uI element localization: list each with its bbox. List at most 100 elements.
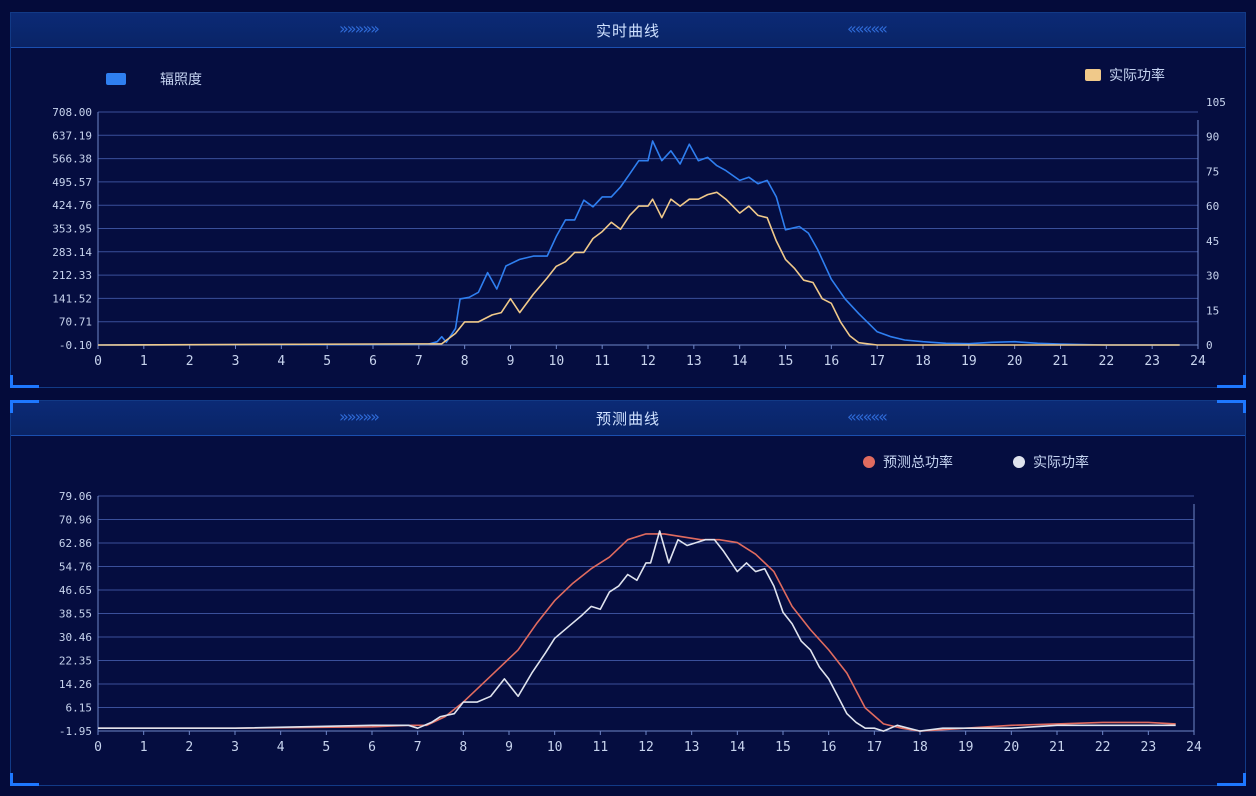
x-tick-label: 1: [140, 740, 148, 755]
corner-decoration: [10, 773, 39, 786]
x-tick-label: 7: [415, 354, 423, 369]
y-tick-label: 6.15: [66, 702, 93, 715]
x-tick-label: 22: [1095, 740, 1111, 755]
y-right-tick-label: 90: [1206, 131, 1219, 144]
series-line-2: [98, 530, 1176, 732]
x-tick-label: 23: [1144, 354, 1160, 369]
x-tick-label: 22: [1099, 354, 1115, 369]
x-tick-label: 12: [638, 740, 654, 755]
y-tick-label: 79.06: [59, 490, 92, 503]
x-tick-label: 9: [507, 354, 515, 369]
y-tick-label: -1.95: [59, 725, 92, 738]
x-tick-label: 4: [277, 740, 285, 755]
chevrons-left-icon: «««««: [847, 19, 888, 38]
x-tick-label: 21: [1049, 740, 1065, 755]
y-tick-label: 46.65: [59, 584, 92, 597]
x-tick-label: 15: [778, 354, 794, 369]
legend-item-irradiance[interactable]: 辐照度: [106, 69, 202, 89]
corner-decoration: [1217, 773, 1246, 786]
chevrons-right-icon: »»»»»: [339, 407, 380, 426]
x-tick-label: 7: [414, 740, 422, 755]
forecast-curve-panel: »»»»» 预测曲线 ««««« 预测总功率 实际功率: [10, 400, 1246, 786]
x-tick-label: 21: [1053, 354, 1069, 369]
legend-item-actual-power[interactable]: 实际功率: [1085, 65, 1165, 85]
corner-decoration: [10, 375, 39, 388]
y-right-tick-label: 30: [1206, 270, 1219, 283]
legend-item-predicted-power[interactable]: 预测总功率: [863, 452, 953, 472]
x-tick-label: 19: [961, 354, 977, 369]
x-tick-label: 12: [640, 354, 656, 369]
y-right-tick-label: 60: [1206, 200, 1219, 213]
x-tick-label: 20: [1004, 740, 1020, 755]
y-tick-label: 38.55: [59, 608, 92, 621]
legend-label: 辐照度: [160, 72, 202, 88]
panel-title: 实时曲线: [595, 22, 660, 40]
y-tick-label: 70.96: [59, 514, 92, 527]
y-tick-label: -0.10: [59, 339, 92, 352]
chart-area: [97, 495, 1195, 735]
x-tick-label: 18: [915, 354, 931, 369]
x-tick-label: 8: [461, 354, 469, 369]
chart-area: [97, 111, 1199, 349]
legend-swatch: [1013, 456, 1025, 468]
series-line-2: [97, 191, 1180, 346]
x-tick-label: 17: [869, 354, 885, 369]
y-tick-label: 14.26: [59, 678, 92, 691]
legend-label: 实际功率: [1033, 455, 1089, 471]
y-tick-label: 353.95: [52, 223, 92, 236]
y-tick-label: 637.19: [52, 129, 92, 142]
y-tick-label: 70.71: [59, 316, 92, 329]
y-right-tick-label: 15: [1206, 304, 1219, 317]
corner-decoration: [1217, 400, 1246, 413]
x-tick-label: 4: [277, 354, 285, 369]
y-right-tick-label: 0: [1206, 339, 1213, 352]
x-tick-label: 24: [1190, 354, 1206, 369]
legend-item-actual-power[interactable]: 实际功率: [1013, 452, 1089, 472]
x-tick-label: 19: [958, 740, 974, 755]
panel-title: 预测曲线: [595, 410, 660, 428]
x-tick-label: 10: [549, 354, 565, 369]
x-tick-label: 15: [775, 740, 791, 755]
x-tick-label: 13: [686, 354, 702, 369]
legend-label: 预测总功率: [883, 455, 953, 471]
corner-decoration: [1217, 375, 1246, 388]
y-tick-label: 62.86: [59, 537, 92, 550]
series-line-1: [98, 533, 1176, 732]
y-tick-label: 495.57: [52, 176, 92, 189]
x-tick-label: 6: [369, 354, 377, 369]
panel-header: »»»»» 实时曲线 «««««: [11, 13, 1245, 48]
x-tick-label: 8: [459, 740, 467, 755]
x-tick-label: 17: [867, 740, 883, 755]
x-tick-label: 2: [186, 354, 194, 369]
series-line-1: [97, 140, 1180, 346]
x-tick-label: 10: [547, 740, 563, 755]
legend-swatch: [106, 73, 126, 85]
x-tick-label: 23: [1141, 740, 1157, 755]
realtime-curve-panel: »»»»» 实时曲线 ««««« 辐照度 实际功率: [10, 12, 1246, 388]
y-tick-label: 566.38: [52, 153, 92, 166]
x-tick-label: 1: [140, 354, 148, 369]
legend-swatch: [1085, 69, 1101, 81]
x-tick-label: 16: [824, 354, 840, 369]
y-tick-label: 283.14: [52, 246, 92, 259]
x-tick-label: 11: [593, 740, 609, 755]
x-tick-label: 0: [94, 740, 102, 755]
x-tick-label: 14: [732, 354, 748, 369]
x-tick-label: 5: [323, 354, 331, 369]
panel-header: »»»»» 预测曲线 «««««: [11, 401, 1245, 436]
x-tick-label: 14: [730, 740, 746, 755]
x-tick-label: 18: [912, 740, 928, 755]
x-tick-label: 6: [368, 740, 376, 755]
x-tick-label: 3: [231, 740, 239, 755]
x-tick-label: 24: [1186, 740, 1202, 755]
x-tick-label: 11: [594, 354, 610, 369]
y-right-tick-label: 105: [1206, 96, 1226, 109]
x-tick-label: 16: [821, 740, 837, 755]
legend-swatch: [863, 456, 875, 468]
x-tick-label: 3: [232, 354, 240, 369]
y-right-tick-label: 45: [1206, 235, 1219, 248]
corner-decoration: [10, 400, 39, 413]
y-tick-label: 212.33: [52, 269, 92, 282]
y-tick-label: 141.52: [52, 292, 92, 305]
